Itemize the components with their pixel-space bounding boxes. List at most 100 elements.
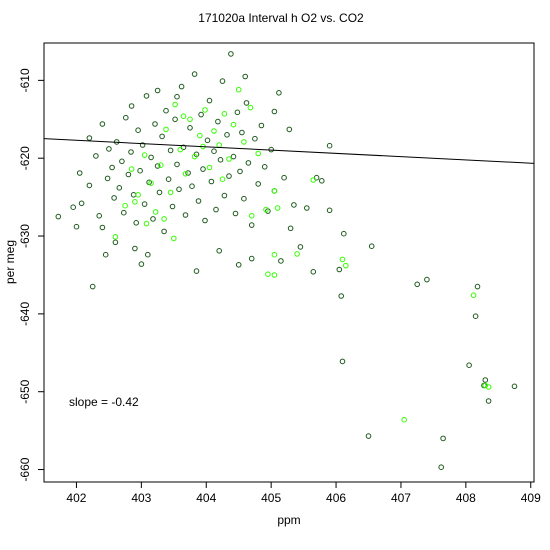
data-point-dark (234, 109, 241, 116)
data-point-dark (191, 71, 198, 77)
data-point-bright (271, 188, 278, 194)
slope-annotation: slope = -0.42 (69, 395, 139, 409)
data-point-dark (297, 244, 304, 250)
data-point-dark (89, 283, 96, 290)
data-point-dark (230, 153, 237, 160)
data-point-dark (224, 132, 230, 138)
data-point-dark (102, 251, 109, 258)
data-point-dark (258, 122, 265, 129)
data-point-dark (216, 248, 222, 254)
x-axis: 402 403 404 405 406 407 408 409 (66, 482, 541, 505)
data-point-dark (174, 161, 180, 168)
y-axis: -610 -620 -630 -640 -650 -660 (18, 68, 44, 482)
data-point-dark (133, 220, 139, 226)
data-point-dark (152, 121, 158, 127)
data-point-bright (343, 262, 349, 269)
data-point-dark (143, 93, 150, 99)
data-point-dark (55, 213, 62, 220)
data-point-dark (198, 111, 204, 118)
data-point-bright (401, 416, 408, 423)
data-point-bright (271, 251, 278, 258)
data-point-dark (148, 154, 154, 161)
data-point-dark (286, 126, 293, 133)
data-point-dark (195, 198, 202, 204)
data-point-dark (276, 90, 282, 96)
data-point-dark (217, 157, 224, 163)
data-point-bright (197, 132, 203, 139)
x-axis-label: ppm (277, 513, 300, 527)
data-point-dark (485, 398, 492, 404)
data-point-bright (135, 192, 141, 198)
data-point-bright (248, 213, 255, 219)
plot-frame (43, 42, 535, 483)
data-point-bright (470, 292, 477, 299)
data-point-dark (176, 186, 182, 193)
data-point-dark (245, 160, 252, 166)
data-point-dark (248, 255, 255, 262)
data-point-dark (424, 276, 430, 283)
data-point-bright (230, 121, 237, 128)
x-tick-label: 407 (391, 491, 411, 505)
x-tick-label: 405 (261, 491, 281, 505)
data-point-dark (99, 121, 106, 127)
x-tick-label: 402 (66, 491, 86, 505)
data-point-bright (235, 86, 242, 93)
data-point-dark (139, 142, 146, 148)
data-point-bright (148, 180, 154, 186)
y-tick-label: -620 (18, 146, 32, 170)
data-point-dark (208, 178, 215, 185)
y-tick-label: -630 (18, 224, 32, 248)
data-point-dark (119, 158, 125, 165)
data-point-dark (121, 209, 127, 216)
data-point-bright (177, 146, 184, 153)
data-point-dark (99, 224, 106, 231)
data-point-bright (271, 272, 278, 278)
data-point-bright (339, 256, 346, 263)
data-point-dark (472, 313, 479, 320)
data-point-bright (128, 166, 135, 172)
data-point-dark (438, 464, 445, 471)
data-point-bright (122, 202, 128, 209)
data-point-bright (171, 235, 177, 242)
data-point-dark (135, 127, 141, 133)
data-point-dark (154, 163, 161, 169)
data-point-bright (255, 150, 262, 157)
data-point-bright (265, 271, 271, 278)
data-point-dark (193, 268, 200, 274)
data-point-dark (339, 358, 346, 365)
data-point-dark (137, 167, 143, 174)
data-point-dark (211, 148, 217, 154)
data-point-dark (132, 245, 138, 252)
x-tick-label: 403 (131, 491, 151, 505)
data-point-dark (109, 164, 115, 171)
data-point-dark (474, 283, 481, 290)
data-point-dark (336, 266, 343, 273)
data-point-dark (78, 200, 85, 207)
data-point-dark (243, 100, 250, 106)
data-point-bright (163, 126, 169, 133)
data-point-bright (274, 205, 281, 211)
data-point-dark (226, 173, 232, 179)
y-axis-label: per meg (3, 240, 17, 284)
data-point-dark (116, 185, 123, 191)
data-point-dark (252, 135, 258, 142)
data-point-bright (161, 216, 167, 222)
data-point-dark (86, 182, 93, 189)
data-point-bright (141, 152, 148, 158)
data-point-bright (143, 220, 150, 227)
data-point-dark (213, 206, 219, 213)
data-point-dark (287, 225, 294, 232)
data-point-dark (326, 142, 333, 149)
x-tick-label: 406 (326, 491, 346, 505)
data-point-dark (145, 251, 151, 258)
data-point-dark (255, 181, 262, 187)
data-point-dark (138, 261, 145, 267)
data-point-dark (169, 203, 176, 210)
data-point-bright (294, 251, 300, 257)
data-point-bright (216, 142, 222, 148)
data-point-dark (187, 125, 193, 131)
data-point-bright (202, 107, 208, 113)
data-point-dark (215, 118, 221, 125)
y-tick-label: -650 (18, 379, 32, 403)
